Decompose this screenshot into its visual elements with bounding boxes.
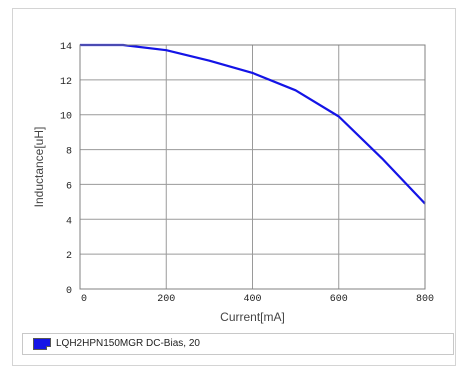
y-tick-label: 8	[66, 147, 72, 158]
plot-border	[79, 44, 426, 290]
x-tick-label: 800	[416, 294, 434, 305]
y-tick-label: 2	[66, 251, 72, 262]
series-line	[80, 43, 426, 205]
x-tick-label: 600	[330, 294, 348, 305]
legend-series-name: LQH2HPN150MGR DC-Bias, 20	[56, 338, 200, 349]
x-axis-label: Current[mA]	[220, 310, 285, 324]
tick-labels: 0 200 400 600 800 0 2 4 6 8 10 12 14	[60, 42, 434, 305]
legend: LQH2HPN150MGR DC-Bias, 20	[22, 333, 454, 355]
y-axis-label: Inductance[uH]	[32, 127, 46, 208]
y-tick-label: 10	[60, 112, 72, 123]
x-tick-label: 400	[243, 294, 261, 305]
grid	[80, 45, 425, 289]
legend-swatch	[33, 338, 51, 350]
y-tick-label: 4	[66, 216, 72, 227]
x-tick-label: 0	[81, 294, 87, 305]
series-lines	[80, 43, 426, 205]
y-tick-label: 6	[66, 181, 72, 192]
y-tick-label: 14	[60, 42, 72, 53]
y-tick-label: 0	[66, 286, 72, 297]
x-tick-label: 200	[157, 294, 175, 305]
y-tick-label: 12	[60, 77, 72, 88]
